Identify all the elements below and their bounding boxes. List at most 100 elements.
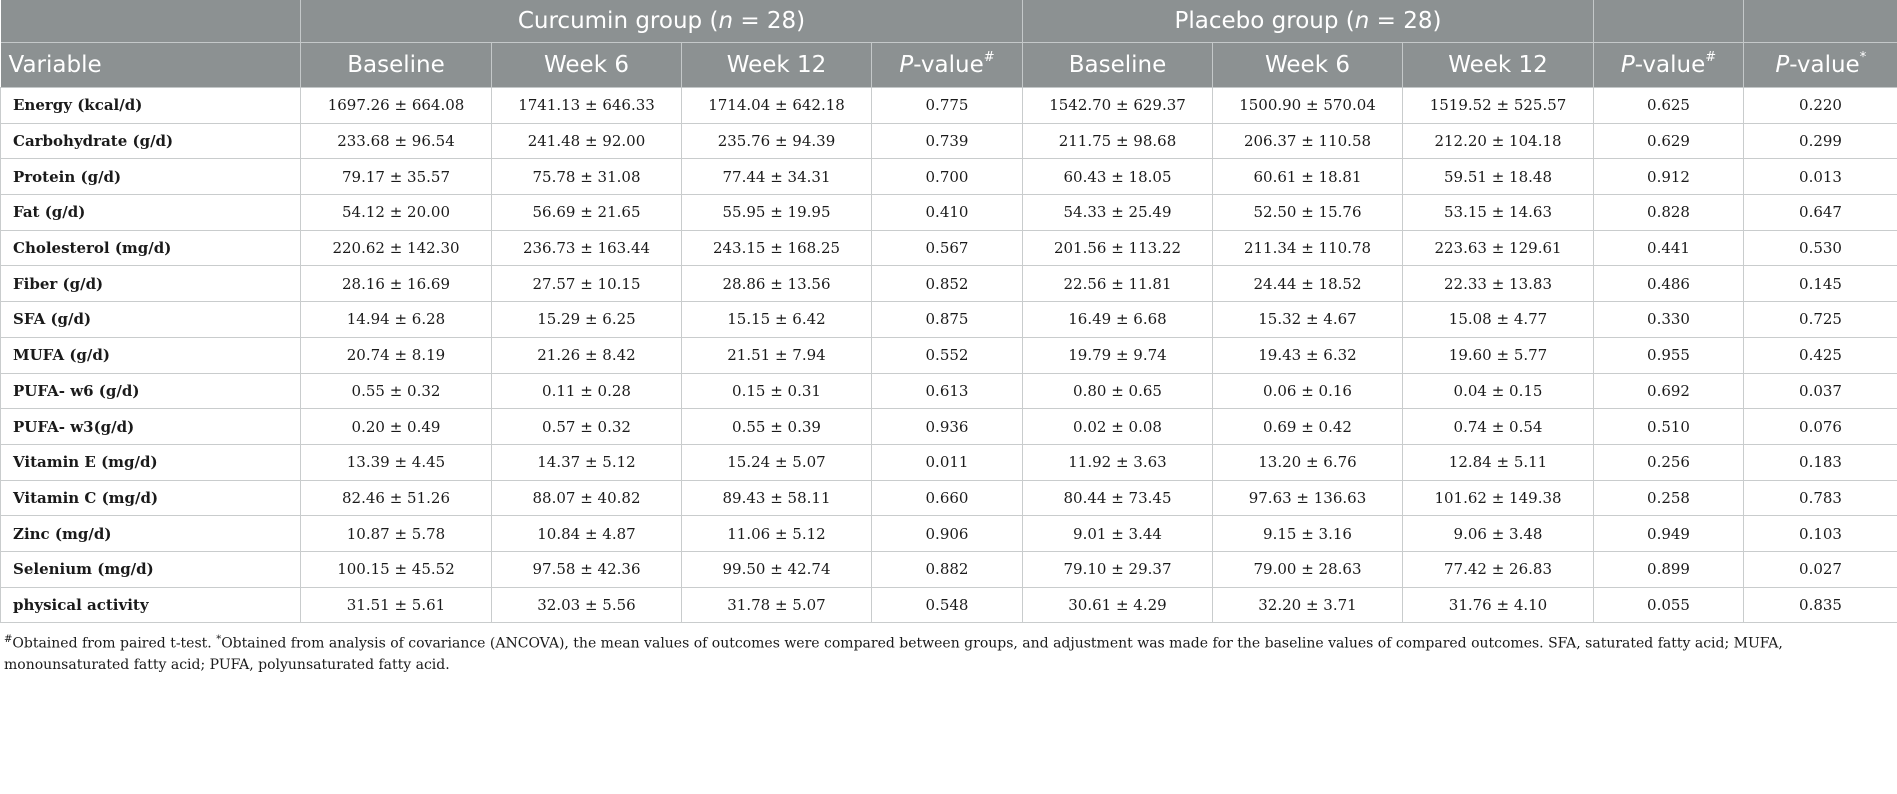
placebo-baseline-cell: 16.49 ± 6.68 xyxy=(1022,301,1213,338)
curcumin-week6-cell: 236.73 ± 163.44 xyxy=(491,229,682,267)
p-symbol: P xyxy=(899,52,914,78)
paren-open: ( xyxy=(709,8,719,34)
table-row: Fiber (g/d) 28.16 ± 16.69 27.57 ± 10.15 28.… xyxy=(0,265,1897,303)
curcumin-week12-cell: 15.15 ± 6.42 xyxy=(681,301,872,338)
placebo-baseline-cell: 54.33 ± 25.49 xyxy=(1022,194,1213,231)
hash-footnote-mark: # xyxy=(4,634,13,646)
curcumin-pvalue-cell: 0.882 xyxy=(871,550,1023,588)
between-pvalue-header: P-value* xyxy=(1743,42,1897,88)
between-pvalue-cell: 0.076 xyxy=(1743,408,1897,445)
curcumin-group-label: Curcumin group xyxy=(517,8,703,34)
curcumin-pvalue-cell: 0.011 xyxy=(871,443,1023,481)
between-pvalue-cell: 0.103 xyxy=(1743,515,1897,552)
curcumin-pvalue-cell: 0.906 xyxy=(871,515,1023,552)
placebo-pvalue-cell: 0.486 xyxy=(1593,265,1745,303)
curcumin-pvalue-cell: 0.739 xyxy=(871,122,1023,160)
header-blank xyxy=(1593,0,1745,43)
table-row: PUFA- w6 (g/d) 0.55 ± 0.32 0.11 ± 0.28 0.15… xyxy=(0,372,1897,410)
placebo-week6-header: Week 6 xyxy=(1212,42,1403,88)
star-footnote-mark: * xyxy=(216,634,222,646)
curcumin-week12-cell: 28.86 ± 13.56 xyxy=(681,265,872,303)
placebo-week12-cell: 212.20 ± 104.18 xyxy=(1401,122,1595,160)
curcumin-pvalue-cell: 0.852 xyxy=(871,265,1023,303)
curcumin-week6-cell: 15.29 ± 6.25 xyxy=(491,301,682,338)
curcumin-week6-cell: 27.57 ± 10.15 xyxy=(491,265,682,303)
curcumin-baseline-cell: 1697.26 ± 664.08 xyxy=(300,87,492,124)
placebo-week12-cell: 9.06 ± 3.48 xyxy=(1401,515,1595,552)
placebo-week12-cell: 0.04 ± 0.15 xyxy=(1401,372,1595,410)
placebo-week6-cell: 0.69 ± 0.42 xyxy=(1212,408,1403,445)
placebo-pvalue-cell: 0.256 xyxy=(1593,443,1745,481)
n-symbol: n xyxy=(718,8,734,34)
curcumin-baseline-header: Baseline xyxy=(300,42,492,88)
placebo-group-header: Placebo group (n = 28) xyxy=(1022,0,1595,43)
placebo-baseline-cell: 79.10 ± 29.37 xyxy=(1022,550,1213,588)
placebo-baseline-cell: 1542.70 ± 629.37 xyxy=(1022,87,1213,124)
curcumin-week6-cell: 88.07 ± 40.82 xyxy=(491,479,682,517)
variable-cell: Energy (kcal/d) xyxy=(0,87,301,124)
curcumin-group-header: Curcumin group (n = 28) xyxy=(300,0,1023,43)
variable-cell: Cholesterol (mg/d) xyxy=(0,229,301,267)
variable-cell: Carbohydrate (g/d) xyxy=(0,122,301,160)
placebo-pvalue-cell: 0.899 xyxy=(1593,550,1745,588)
curcumin-week12-cell: 89.43 ± 58.11 xyxy=(681,479,872,517)
placebo-pvalue-header: P-value# xyxy=(1593,42,1745,88)
placebo-baseline-cell: 19.79 ± 9.74 xyxy=(1022,336,1213,374)
placebo-week6-cell: 97.63 ± 136.63 xyxy=(1212,479,1403,517)
nutrient-intake-table: Curcumin group (n = 28) Placebo group (n… xyxy=(0,0,1897,624)
star-footnote-text: Obtained from analysis of covariance (AN… xyxy=(4,635,1783,673)
curcumin-week6-cell: 241.48 ± 92.00 xyxy=(491,122,682,160)
variable-cell: Protein (g/d) xyxy=(0,158,301,196)
placebo-week6-cell: 79.00 ± 28.63 xyxy=(1212,550,1403,588)
curcumin-week12-cell: 11.06 ± 5.12 xyxy=(681,515,872,552)
variable-cell: MUFA (g/d) xyxy=(0,336,301,374)
placebo-baseline-header: Baseline xyxy=(1022,42,1213,88)
placebo-week12-cell: 12.84 ± 5.11 xyxy=(1401,443,1595,481)
placebo-pvalue-cell: 0.330 xyxy=(1593,301,1745,338)
curcumin-week12-cell: 77.44 ± 34.31 xyxy=(681,158,872,196)
p-suffix: -value xyxy=(1634,52,1706,78)
variable-cell: PUFA- w3(g/d) xyxy=(0,408,301,445)
curcumin-week12-cell: 0.15 ± 0.31 xyxy=(681,372,872,410)
placebo-week6-cell: 211.34 ± 110.78 xyxy=(1212,229,1403,267)
placebo-pvalue-cell: 0.912 xyxy=(1593,158,1745,196)
placebo-pvalue-cell: 0.955 xyxy=(1593,336,1745,374)
n-value: = 28) xyxy=(1369,8,1442,34)
placebo-baseline-cell: 22.56 ± 11.81 xyxy=(1022,265,1213,303)
variable-cell: Fiber (g/d) xyxy=(0,265,301,303)
placebo-week12-cell: 223.63 ± 129.61 xyxy=(1401,229,1595,267)
placebo-baseline-cell: 11.92 ± 3.63 xyxy=(1022,443,1213,481)
placebo-week6-cell: 60.61 ± 18.81 xyxy=(1212,158,1403,196)
placebo-week12-cell: 77.42 ± 26.83 xyxy=(1401,550,1595,588)
between-pvalue-cell: 0.037 xyxy=(1743,372,1897,410)
curcumin-pvalue-cell: 0.567 xyxy=(871,229,1023,267)
placebo-week6-cell: 0.06 ± 0.16 xyxy=(1212,372,1403,410)
table-row: Vitamin E (mg/d) 13.39 ± 4.45 14.37 ± 5.12… xyxy=(0,443,1897,481)
curcumin-baseline-cell: 0.20 ± 0.49 xyxy=(300,408,492,445)
curcumin-week12-cell: 15.24 ± 5.07 xyxy=(681,443,872,481)
p-symbol: P xyxy=(1620,52,1635,78)
table-figure: Curcumin group (n = 28) Placebo group (n… xyxy=(0,0,1897,673)
curcumin-week6-cell: 10.84 ± 4.87 xyxy=(491,515,682,552)
placebo-week12-cell: 0.74 ± 0.54 xyxy=(1401,408,1595,445)
header-row-groups: Curcumin group (n = 28) Placebo group (n… xyxy=(0,0,1897,43)
placebo-pvalue-cell: 0.949 xyxy=(1593,515,1745,552)
placebo-week12-cell: 1519.52 ± 525.57 xyxy=(1401,87,1595,124)
curcumin-week6-cell: 0.57 ± 0.32 xyxy=(491,408,682,445)
table-row: Fat (g/d) 54.12 ± 20.00 56.69 ± 21.65 55.95… xyxy=(0,194,1897,231)
placebo-week12-header: Week 12 xyxy=(1402,42,1595,88)
placebo-week12-cell: 31.76 ± 4.10 xyxy=(1401,586,1595,624)
placebo-week12-cell: 15.08 ± 4.77 xyxy=(1401,301,1595,338)
curcumin-pvalue-cell: 0.700 xyxy=(871,158,1023,196)
placebo-week6-cell: 52.50 ± 15.76 xyxy=(1212,194,1403,231)
placebo-pvalue-cell: 0.510 xyxy=(1593,408,1745,445)
placebo-pvalue-cell: 0.625 xyxy=(1593,87,1745,124)
placebo-group-label: Placebo group xyxy=(1174,8,1339,34)
curcumin-pvalue-cell: 0.410 xyxy=(871,194,1023,231)
placebo-week6-cell: 15.32 ± 4.67 xyxy=(1212,301,1403,338)
table-row: Zinc (mg/d) 10.87 ± 5.78 10.84 ± 4.87 11.06… xyxy=(0,515,1897,552)
curcumin-week12-header: Week 12 xyxy=(681,42,872,88)
table-row: Selenium (mg/d) 100.15 ± 45.52 97.58 ± 42.… xyxy=(0,550,1897,588)
curcumin-baseline-cell: 31.51 ± 5.61 xyxy=(300,586,492,624)
table-row: MUFA (g/d) 20.74 ± 8.19 21.26 ± 8.42 21.51 … xyxy=(0,336,1897,374)
